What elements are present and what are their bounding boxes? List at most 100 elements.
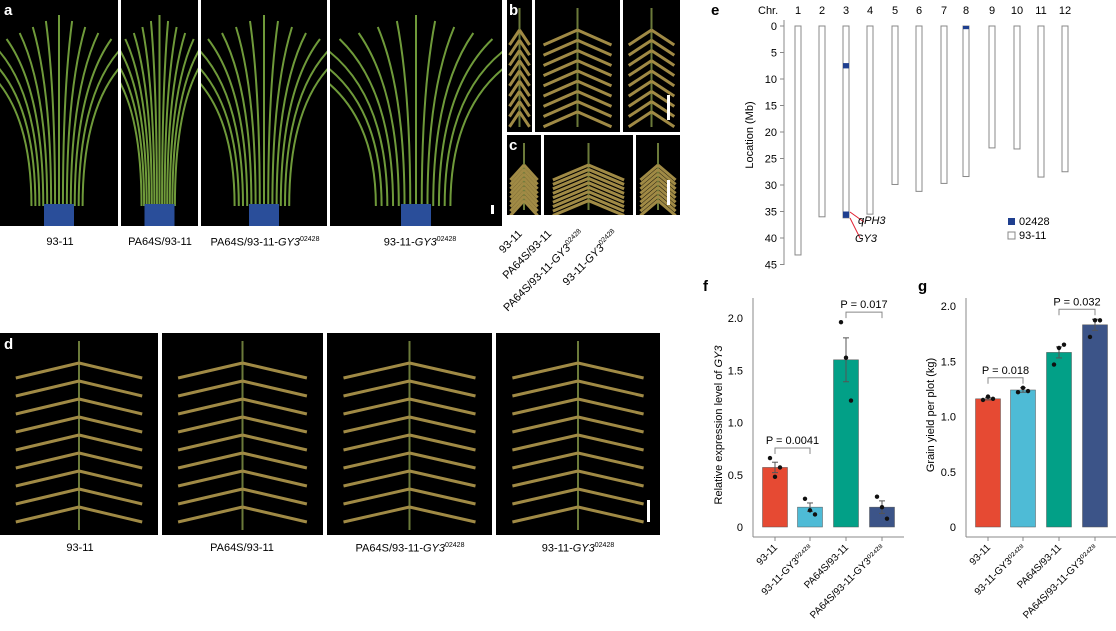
f-ytick-label: 0 — [737, 522, 743, 534]
legend-label: 02428 — [1019, 216, 1050, 228]
panel-label-g: g — [918, 278, 928, 295]
f-data-point — [838, 319, 844, 325]
photo-d-3 — [327, 333, 492, 535]
chr-label: 2 — [819, 5, 825, 17]
annotation-gy3: GY3 — [855, 233, 878, 245]
f-ytick-label: 1.0 — [728, 418, 743, 430]
e-ytick-label: 5 — [771, 48, 777, 60]
photo-a-pa64s-93-11 — [121, 0, 198, 226]
f-data-point — [812, 512, 818, 517]
chr-label: 7 — [941, 5, 947, 17]
chromosome-bar — [818, 25, 826, 218]
panel-label-d: d — [4, 336, 14, 353]
g-ytick-label: 0 — [950, 522, 956, 534]
f-ytick-label: 2.0 — [728, 313, 743, 325]
label-a-2: PA64S/93-11 — [128, 236, 192, 248]
g-xtick-label: 93-11 — [968, 542, 994, 568]
photo-a-93-11-gy3 — [330, 0, 502, 226]
photo-b-3 — [623, 0, 680, 132]
e-ytick-label: 30 — [765, 180, 777, 192]
panel-label-a: a — [4, 2, 13, 19]
e-ytick-label: 0 — [771, 21, 777, 33]
e-ytick-label: 40 — [765, 233, 777, 245]
label-d-4: 93-11-GY302428 — [541, 542, 615, 555]
g-data-point — [1025, 388, 1031, 394]
chromosome-bar — [988, 25, 996, 149]
g-data-point — [1020, 385, 1026, 390]
label-a-4: 93-11-GY302428 — [383, 236, 457, 249]
g-ytick-label: 2.0 — [941, 301, 956, 313]
photo-d-1 — [0, 333, 158, 535]
chromosome-bar — [891, 25, 899, 185]
photo-d-2 — [162, 333, 323, 535]
g-ytick-label: 0.5 — [941, 467, 956, 479]
panel-label-b: b — [509, 2, 519, 19]
chromosome-bar — [962, 25, 970, 178]
f-comparison-bracket — [774, 447, 811, 455]
chromosome-bar — [842, 25, 850, 219]
e-ytick-label: 15 — [765, 101, 777, 113]
g-comparison-bracket — [1058, 308, 1096, 316]
g-bar — [1082, 324, 1108, 528]
panel-label-f: f — [703, 278, 708, 295]
f-p-value: P = 0.017 — [840, 299, 887, 311]
f-xtick-label: 93-11 — [755, 542, 781, 568]
chr-label: 4 — [867, 5, 873, 17]
f-ylabel: Relative expression level of GY3 — [713, 345, 725, 505]
f-data-point — [874, 494, 880, 499]
scale-bar — [667, 180, 670, 205]
f-bar — [833, 359, 859, 528]
legend-label: 93-11 — [1019, 230, 1046, 242]
g-ytick-label: 1.5 — [941, 356, 956, 368]
chr-label: 6 — [916, 5, 922, 17]
chr-label: 8 — [963, 5, 969, 17]
g-data-point — [1061, 342, 1067, 347]
f-comparison-bracket — [845, 311, 883, 319]
chromosome-bar — [1061, 25, 1069, 173]
g-ytick-label: 1.0 — [941, 412, 956, 424]
label-d-1: 93-11 — [66, 542, 94, 554]
panel-label-c: c — [509, 137, 518, 154]
chr-label: 3 — [843, 5, 849, 17]
f-data-point — [879, 504, 885, 510]
e-ytick-label: 45 — [765, 260, 777, 272]
g-data-point — [1087, 334, 1093, 340]
chromosome-bar — [794, 25, 802, 256]
photo-a-93-11 — [0, 0, 118, 226]
chromosome-bar — [866, 25, 874, 215]
f-ytick-label: 1.5 — [728, 365, 743, 377]
g-data-point — [990, 396, 996, 402]
f-p-value: P = 0.0041 — [766, 435, 819, 447]
e-ylabel: Location (Mb) — [744, 101, 756, 168]
scale-bar — [667, 95, 670, 120]
photo-c-1 — [507, 135, 541, 215]
scale-bar — [647, 500, 650, 522]
panel-label-e: e — [711, 2, 720, 19]
g-xtick-label: PA64S/93-11-GY3⁰²⁴²⁸ — [1021, 542, 1100, 621]
g-data-point — [980, 397, 986, 403]
g-bar — [1046, 352, 1072, 528]
f-xtick-label: PA64S/93-11-GY3⁰²⁴²⁸ — [808, 542, 887, 621]
introgression-segment — [843, 211, 849, 218]
g-data-point — [985, 394, 991, 399]
f-data-point — [802, 496, 808, 501]
f-data-point — [843, 355, 849, 360]
g-data-point — [1056, 345, 1062, 351]
legend-swatch — [1008, 218, 1015, 225]
g-p-value: P = 0.018 — [982, 365, 1029, 377]
scale-bar — [491, 205, 494, 214]
f-data-point — [807, 508, 813, 513]
f-data-point — [772, 474, 778, 480]
e-ytick-label: 20 — [765, 127, 777, 139]
label-a-3: PA64S/93-11-GY302428 — [210, 236, 320, 249]
chromosome-bar — [1013, 25, 1021, 150]
arrow-gy3 — [849, 217, 861, 239]
chr-label: 1 — [795, 5, 801, 17]
photo-b-2 — [535, 0, 620, 132]
chr-label: 11 — [1035, 5, 1046, 17]
f-data-point — [848, 398, 854, 403]
g-ylabel: Grain yield per plot (kg) — [925, 358, 937, 472]
f-ytick-label: 0.5 — [728, 470, 743, 482]
f-data-point — [767, 455, 773, 461]
